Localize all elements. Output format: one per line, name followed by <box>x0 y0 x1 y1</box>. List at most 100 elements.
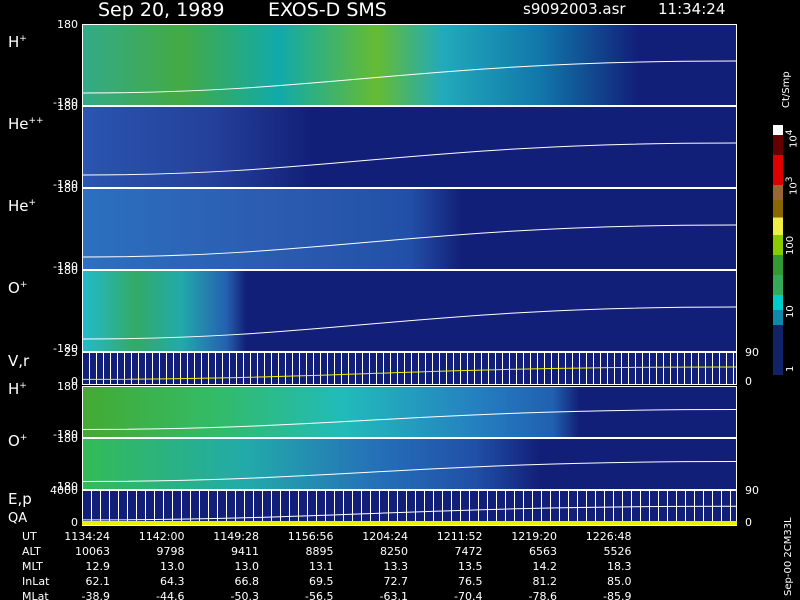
panel-label: H+ <box>8 35 27 50</box>
table-cell: 13.0 <box>160 560 185 573</box>
table-cell: -38.9 <box>81 590 110 600</box>
table-cell: 13.1 <box>309 560 334 573</box>
panel-label: E,p <box>8 492 32 507</box>
trace <box>83 142 736 176</box>
table-cell: 1204:24 <box>362 530 408 543</box>
colorbar-label-exp: 3 <box>785 176 795 183</box>
row-label: UT <box>22 530 37 543</box>
panel-label-text: V,r <box>8 352 30 370</box>
table-cell: 8250 <box>380 545 408 558</box>
table-cell: 10063 <box>75 545 110 558</box>
panel-label: O+ <box>8 434 27 449</box>
panel-label: He+ <box>8 199 36 214</box>
colorbar-label-base: 10 <box>788 135 800 148</box>
y-tick-label: -180 <box>53 96 78 109</box>
panel-label-sup: + <box>19 34 27 44</box>
spectrogram-panel <box>82 386 737 438</box>
panel-label-text: O <box>8 279 20 297</box>
spectrogram-panel <box>82 490 737 526</box>
table-cell: 1149:28 <box>213 530 259 543</box>
colorbar <box>773 125 783 375</box>
table-cell: -50.3 <box>230 590 259 600</box>
trace <box>83 461 736 482</box>
trace <box>83 60 736 94</box>
trace-line <box>83 461 736 482</box>
table-cell: -70.4 <box>454 590 483 600</box>
table-cell: 6563 <box>529 545 557 558</box>
table-cell: 81.2 <box>532 575 558 588</box>
y2-tick-label: 90 <box>745 346 759 359</box>
file: s9092003.asr <box>523 0 626 18</box>
table-cell: 66.8 <box>234 575 260 588</box>
y-tick-label: 180 <box>57 432 78 445</box>
colorbar-label: 103 <box>785 176 800 195</box>
y2-tick-label: 0 <box>745 375 752 388</box>
table-cell: 8895 <box>305 545 334 558</box>
colorbar-label-base: 1 <box>785 365 796 372</box>
row-label: MLat <box>22 590 49 600</box>
date: Sep 20, 1989 <box>98 0 225 21</box>
panel-label-text: He <box>8 115 29 133</box>
table-cell: 13.3 <box>383 560 409 573</box>
y-tick-label: 180 <box>57 100 78 113</box>
y-tick-label: 25 <box>64 346 78 359</box>
colorbar-unit: Ct/Smp <box>781 71 792 108</box>
spectrogram-panel <box>82 352 737 385</box>
table-cell: 1226:48 <box>585 530 632 543</box>
panel-label-sup: + <box>19 280 28 290</box>
panel-sublabel: QA <box>8 511 28 526</box>
table-cell: 18.3 <box>607 560 632 573</box>
colorbar-label-base: 100 <box>785 235 796 255</box>
colorbar-label-base: 10 <box>785 305 796 318</box>
trace-line <box>83 306 736 340</box>
trace-line <box>83 366 736 380</box>
trace <box>83 224 736 258</box>
table-cell: -85.9 <box>603 590 632 600</box>
instrument: EXOS-D SMS <box>268 0 387 21</box>
colorbar-label-base: 10 <box>788 182 800 195</box>
table-cell: 1211:52 <box>436 530 483 543</box>
table-cell: 72.7 <box>383 575 409 588</box>
table-cell: 85.0 <box>607 575 632 588</box>
row-label: MLT <box>22 560 43 573</box>
table-cell: 12.9 <box>85 560 111 573</box>
table-cell: 13.5 <box>458 560 483 573</box>
trace <box>83 366 736 380</box>
trace <box>83 306 736 340</box>
y-tick-label: 4000 <box>50 484 78 497</box>
trace-line <box>83 409 736 430</box>
spectrogram-panel <box>82 188 737 270</box>
trace-line <box>83 142 736 176</box>
y-tick-label: -180 <box>53 342 78 355</box>
panel-label-text: H <box>8 33 20 51</box>
y-tick-label: 180 <box>57 182 78 195</box>
panel-label-sup: + <box>19 381 27 391</box>
table-cell: 14.2 <box>532 560 558 573</box>
y-tick-label: 0 <box>71 516 78 529</box>
table-cell: 69.5 <box>309 575 334 588</box>
panel-label-sup: + <box>28 198 37 208</box>
y-tick-label: -180 <box>53 260 78 273</box>
panel-label: H+ <box>8 382 27 397</box>
y-tick-label: -180 <box>53 428 78 441</box>
panel-label-sup: ++ <box>28 116 44 126</box>
y-tick-label: -180 <box>53 178 78 191</box>
table-cell: 5526 <box>603 545 632 558</box>
y2-tick-label: 0 <box>745 516 752 529</box>
panel-label-text: E,p <box>8 490 32 508</box>
qa-bar <box>82 521 737 525</box>
trace-line <box>83 60 736 94</box>
colorbar-label-exp: 4 <box>785 129 795 136</box>
trace <box>83 409 736 430</box>
row-label: InLat <box>22 575 50 588</box>
colorbar-label: 1 <box>785 365 796 372</box>
table-cell: 9411 <box>231 545 259 558</box>
trace-line <box>83 224 736 258</box>
y-tick-label: 0 <box>71 375 78 388</box>
table-cell: 62.1 <box>85 575 111 588</box>
panel-label: V,r <box>8 354 29 369</box>
table-cell: 1156:56 <box>287 530 334 543</box>
trace <box>83 505 736 521</box>
table-cell: 13.0 <box>234 560 260 573</box>
